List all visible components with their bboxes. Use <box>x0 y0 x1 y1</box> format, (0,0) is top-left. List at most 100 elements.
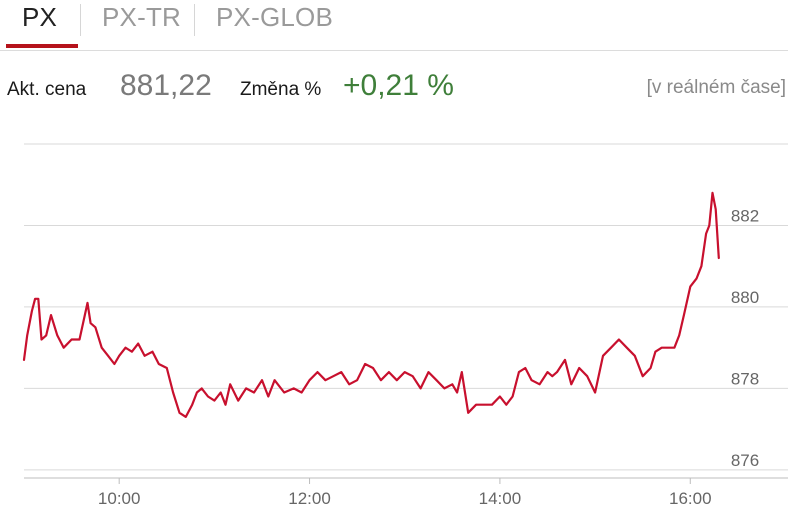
data-point <box>107 355 109 357</box>
data-point <box>711 192 714 194</box>
data-point <box>546 371 549 373</box>
data-point <box>196 391 198 394</box>
data-point <box>308 379 311 381</box>
data-point <box>245 387 247 389</box>
x-tick-label: 14:00 <box>479 489 522 508</box>
data-point <box>564 359 566 361</box>
quote-bar: Akt. cena 881,22 Změna % +0,21 % [v reál… <box>0 68 796 108</box>
data-point <box>524 367 526 369</box>
data-point <box>220 391 222 394</box>
data-point <box>380 379 382 381</box>
data-point <box>491 404 493 406</box>
data-point <box>618 338 620 341</box>
y-tick-label: 878 <box>731 369 759 388</box>
data-point <box>610 347 612 349</box>
data-point <box>499 395 501 398</box>
index-tabs: PX PX-TR PX-GLOB <box>0 0 788 51</box>
data-point <box>26 334 28 336</box>
data-point <box>178 412 181 414</box>
tab-px[interactable]: PX <box>22 2 58 32</box>
data-point <box>511 395 514 398</box>
data-point <box>185 416 187 418</box>
active-tab-indicator <box>6 44 78 48</box>
data-point <box>475 404 477 406</box>
data-point <box>224 404 227 406</box>
data-point <box>274 379 276 381</box>
data-point <box>324 379 326 381</box>
data-point <box>420 387 422 389</box>
grid-lines <box>24 143 788 479</box>
data-point <box>124 347 127 349</box>
data-point <box>40 338 43 341</box>
data-point <box>90 322 92 324</box>
data-point <box>427 371 430 373</box>
data-point <box>467 412 469 414</box>
data-point <box>348 383 350 385</box>
data-point <box>689 286 691 288</box>
data-point <box>45 334 47 336</box>
data-point <box>661 347 663 349</box>
data-point <box>71 338 73 341</box>
data-point <box>86 302 89 304</box>
data-point <box>594 391 596 394</box>
tab-separator <box>80 4 81 36</box>
data-point <box>37 298 39 300</box>
data-point <box>340 371 342 373</box>
data-point <box>551 375 553 377</box>
data-point <box>456 391 458 394</box>
y-tick-label: 876 <box>731 451 759 470</box>
data-point <box>578 367 580 369</box>
data-point <box>144 355 146 357</box>
price-label: Akt. cena <box>7 79 87 100</box>
data-point <box>570 383 572 385</box>
data-point <box>56 334 58 336</box>
data-point <box>78 338 81 341</box>
data-point <box>316 371 319 373</box>
data-point <box>388 371 390 373</box>
data-point <box>267 395 269 398</box>
data-point <box>356 379 358 381</box>
data-point <box>332 375 334 377</box>
data-point <box>293 387 295 389</box>
y-tick-label: 880 <box>731 288 759 307</box>
tab-px-glob[interactable]: PX-GLOB <box>216 2 333 32</box>
data-point <box>131 351 133 353</box>
data-point <box>673 347 676 349</box>
data-point <box>654 351 657 353</box>
data-point <box>63 347 65 349</box>
data-point <box>201 387 203 389</box>
data-point <box>364 363 366 365</box>
tab-px-tr[interactable]: PX-TR <box>102 2 181 32</box>
series-layer <box>22 191 720 418</box>
data-point <box>586 375 588 377</box>
data-point <box>696 277 698 279</box>
x-axis-ticks: 10:00 12:00 14:00 16:00 <box>98 478 712 508</box>
data-point <box>518 371 520 373</box>
data-point <box>158 363 160 365</box>
data-point <box>642 375 644 377</box>
data-point <box>700 265 703 267</box>
data-point <box>505 404 507 406</box>
data-point <box>31 310 33 312</box>
data-point <box>237 400 239 402</box>
data-point <box>718 257 720 259</box>
y-axis-ticks: 876 878 880 882 <box>731 206 759 469</box>
data-point <box>191 404 193 406</box>
data-point <box>166 367 168 369</box>
x-tick-label: 16:00 <box>669 489 712 508</box>
x-tick-label: 10:00 <box>98 489 141 508</box>
price-series-line <box>22 191 720 418</box>
realtime-indicator: [v reálném čase] <box>646 77 786 98</box>
data-point <box>94 326 96 328</box>
data-point <box>229 383 231 385</box>
data-point <box>404 371 406 373</box>
data-point <box>101 347 103 349</box>
data-point <box>483 404 485 406</box>
data-point <box>34 298 36 300</box>
data-point <box>708 224 710 227</box>
data-point <box>626 347 628 349</box>
data-point <box>531 379 533 381</box>
data-point <box>539 383 541 385</box>
data-point <box>715 208 717 210</box>
data-point <box>213 400 215 402</box>
